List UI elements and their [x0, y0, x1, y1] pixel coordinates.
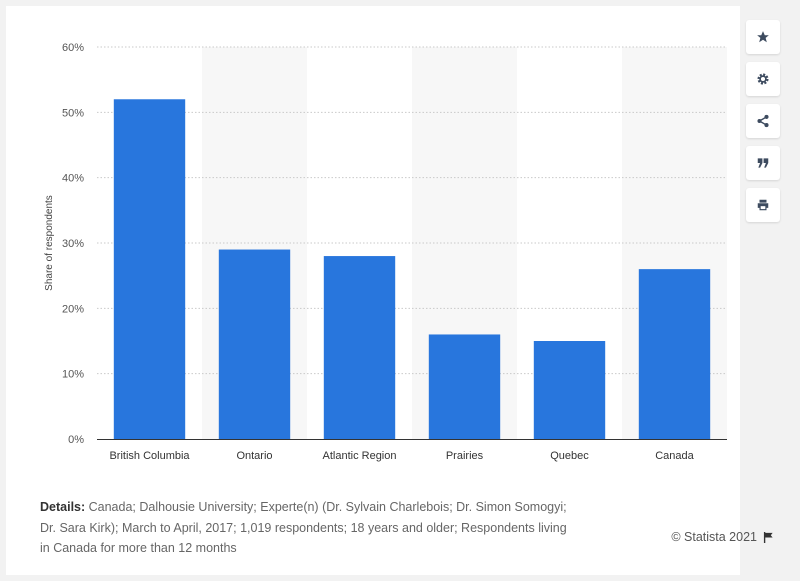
- bar[interactable]: [113, 99, 186, 440]
- x-tick-label: Quebec: [550, 450, 589, 462]
- credit-text: © Statista 2021: [671, 530, 757, 544]
- y-tick-label: 0%: [68, 434, 84, 446]
- gridlines: [97, 46, 727, 375]
- x-tick-labels: British Columbia Ontario Atlantic Region Pr…: [109, 450, 694, 462]
- y-tick-label: 40%: [62, 173, 84, 185]
- details-text: Details: Canada; Dalhousie University; E…: [40, 497, 570, 559]
- y-tick-label: 30%: [62, 238, 84, 250]
- x-tick-label: Canada: [655, 450, 694, 462]
- share-button[interactable]: [746, 104, 780, 138]
- y-tick-labels: 0% 10% 20% 30% 40% 50% 60%: [62, 42, 84, 446]
- cite-button[interactable]: [746, 146, 780, 180]
- print-button[interactable]: [746, 188, 780, 222]
- side-toolbar: [746, 20, 780, 230]
- print-icon: [757, 199, 769, 211]
- bar[interactable]: [428, 334, 501, 439]
- x-tick-label: Prairies: [446, 450, 484, 462]
- star-icon: [757, 31, 769, 43]
- statista-credit[interactable]: © Statista 2021: [671, 530, 774, 544]
- flag-icon: [763, 531, 773, 543]
- y-tick-label: 10%: [62, 369, 84, 381]
- favorite-button[interactable]: [746, 20, 780, 54]
- details-label: Details:: [40, 500, 86, 514]
- bar[interactable]: [533, 341, 606, 439]
- settings-button[interactable]: [746, 62, 780, 96]
- x-tick-label: Ontario: [236, 450, 272, 462]
- x-tick-label: Atlantic Region: [323, 450, 397, 462]
- bar[interactable]: [638, 269, 711, 439]
- x-tick-label: British Columbia: [109, 450, 190, 462]
- y-tick-label: 50%: [62, 107, 84, 119]
- y-tick-label: 20%: [62, 303, 84, 315]
- y-axis-label: Share of respondents: [44, 195, 55, 291]
- gear-icon: [757, 73, 769, 85]
- y-tick-label: 60%: [62, 42, 84, 54]
- share-icon: [757, 114, 769, 128]
- bar[interactable]: [218, 249, 291, 439]
- details-body: Canada; Dalhousie University; Experte(n)…: [40, 500, 567, 555]
- bar[interactable]: [323, 256, 396, 439]
- bars: [113, 99, 711, 440]
- quote-icon: [757, 158, 769, 168]
